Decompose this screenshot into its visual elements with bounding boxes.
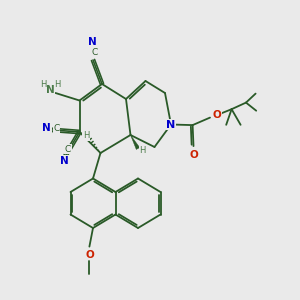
Text: C: C	[91, 48, 97, 57]
Text: O: O	[212, 110, 221, 120]
Text: N: N	[42, 123, 51, 133]
Text: N: N	[167, 119, 176, 130]
Text: C: C	[65, 145, 71, 154]
Text: N: N	[88, 37, 97, 47]
Text: H: H	[83, 131, 89, 140]
Polygon shape	[130, 135, 140, 149]
Text: H: H	[54, 80, 61, 89]
Text: H: H	[139, 146, 146, 155]
Text: N: N	[59, 155, 68, 166]
Text: C: C	[53, 124, 59, 133]
Text: N: N	[46, 85, 55, 95]
Text: H: H	[40, 80, 46, 89]
Text: O: O	[85, 250, 94, 260]
Text: O: O	[189, 149, 198, 160]
